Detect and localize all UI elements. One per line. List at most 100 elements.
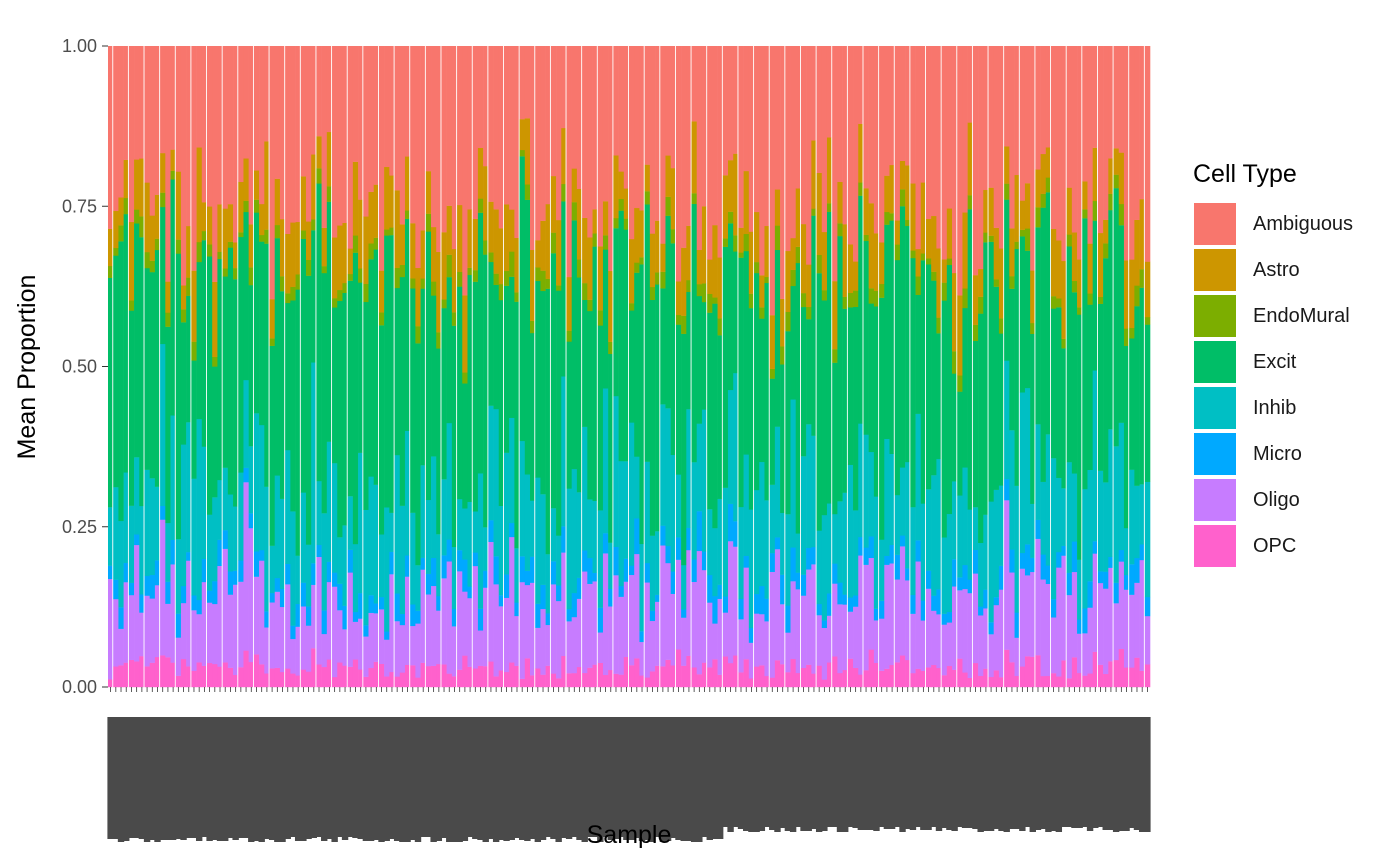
x-tick-label <box>477 717 484 840</box>
x-tick-label <box>446 717 453 842</box>
bar-segment-endomural <box>821 290 828 301</box>
bar-segment-astro <box>639 210 644 258</box>
bar-segment-excit <box>566 341 572 489</box>
x-tick-label <box>169 717 177 840</box>
bar-segment-inhib <box>269 545 276 594</box>
bar-segment-inhib <box>613 396 619 548</box>
bar-segment-ambiguous <box>253 46 260 171</box>
bar-segment-excit <box>988 241 994 502</box>
x-tick-label <box>492 717 500 842</box>
bar-segment-opc <box>602 674 609 688</box>
bar-segment-inhib <box>1129 469 1135 565</box>
bar-segment-micro <box>212 581 218 605</box>
bar-segment-opc <box>696 674 703 688</box>
bar-segment-micro <box>295 603 300 627</box>
bar-segment-opc <box>160 655 166 688</box>
bar-segment-excit <box>384 235 390 508</box>
bar-segment-excit <box>837 236 843 502</box>
bar-segment-astro <box>1040 153 1047 194</box>
bar-segment-opc <box>925 667 932 688</box>
x-tick-label <box>1066 717 1073 827</box>
bar-segment-opc <box>201 665 207 688</box>
bar-segment-micro <box>832 563 838 584</box>
bar-segment-opc <box>524 658 531 688</box>
bar-segment-inhib <box>780 512 785 575</box>
bar-segment-endomural <box>1144 316 1151 325</box>
bar-segment-opc <box>1118 648 1125 688</box>
bar-segment-inhib <box>576 492 582 578</box>
bar-segment-inhib <box>165 522 171 582</box>
bar-segment-excit <box>238 236 244 473</box>
bar-segment-ambiguous <box>311 46 316 155</box>
bar-segment-inhib <box>1071 473 1078 542</box>
bar-segment-endomural <box>451 312 457 326</box>
bar-segment-astro <box>1066 187 1073 235</box>
bar-segment-excit <box>1134 306 1140 486</box>
bar-segment-ambiguous <box>769 46 776 316</box>
bar-segment-oligo <box>785 632 791 673</box>
bar-segment-astro <box>576 188 582 260</box>
bar-segment-excit <box>660 288 666 405</box>
bar-segment-opc <box>686 655 691 688</box>
bar-segment-astro <box>212 281 218 357</box>
bar-segment-excit <box>774 249 781 427</box>
bar-segment-astro <box>342 222 347 284</box>
bar-segment-excit <box>488 261 494 406</box>
bar-segment-oligo <box>613 575 619 674</box>
bar-segment-astro <box>946 208 953 259</box>
bar-segment-ambiguous <box>946 46 953 209</box>
bar-segment-endomural <box>894 244 901 261</box>
bar-segment-opc <box>556 678 562 688</box>
bar-segment-opc <box>300 669 307 688</box>
bar-segment-ambiguous <box>868 46 875 204</box>
bar-segment-ambiguous <box>644 46 651 165</box>
x-tick-label <box>758 717 766 831</box>
bar-segment-opc <box>946 665 953 688</box>
bar-segment-astro <box>1144 261 1151 318</box>
bar-segment-excit <box>592 246 597 502</box>
bar-segment-endomural <box>514 292 519 302</box>
bar-segment-excit <box>894 259 901 496</box>
x-tick-label <box>435 717 443 841</box>
bar-segment-oligo <box>227 594 234 668</box>
bar-segment-micro <box>540 584 546 610</box>
bar-segment-excit <box>879 297 885 540</box>
bar-segment-ambiguous <box>186 46 191 227</box>
bar-segment-excit <box>540 290 546 495</box>
bar-segment-ambiguous <box>378 46 385 271</box>
bar-segment-excit <box>863 240 869 435</box>
bar-segment-inhib <box>441 479 447 556</box>
bar-segment-astro <box>1014 174 1019 242</box>
bar-segment-micro <box>326 561 332 583</box>
bar-segment-ambiguous <box>988 46 994 188</box>
bar-segment-astro <box>1004 146 1010 184</box>
bar-segment-excit <box>144 268 150 470</box>
bar-segment-oligo <box>717 598 722 675</box>
bar-segment-astro <box>206 206 213 245</box>
bar-segment-astro <box>321 227 328 267</box>
bar-segment-ambiguous <box>764 46 769 227</box>
bar-segment-inhib <box>899 467 906 536</box>
bar-segment-inhib <box>243 379 249 468</box>
bar-segment-excit <box>858 195 863 424</box>
bar-segment-excit <box>1129 338 1135 470</box>
bar-segment-excit <box>358 282 363 453</box>
bar-segment-excit <box>154 249 160 487</box>
bar-segment-ambiguous <box>691 46 698 122</box>
bar-segment-excit <box>931 280 937 476</box>
bar-segment-inhib <box>290 511 296 626</box>
bar-segment-endomural <box>884 211 890 225</box>
bar-segment-micro <box>618 585 625 597</box>
bar-segment-micro <box>378 597 385 610</box>
bar-segment-oligo <box>884 564 890 669</box>
bar-segment-excit <box>582 299 588 427</box>
bar-segment-excit <box>274 238 281 476</box>
bar-segment-astro <box>920 182 926 254</box>
bar-segment-opc <box>274 667 281 688</box>
x-tick-label <box>1076 717 1083 828</box>
bar-segment-opc <box>675 649 682 688</box>
bar-segment-astro <box>748 231 754 294</box>
x-tick-label <box>581 717 588 842</box>
bar-segment-micro <box>905 568 910 581</box>
bar-segment-micro <box>123 562 128 583</box>
